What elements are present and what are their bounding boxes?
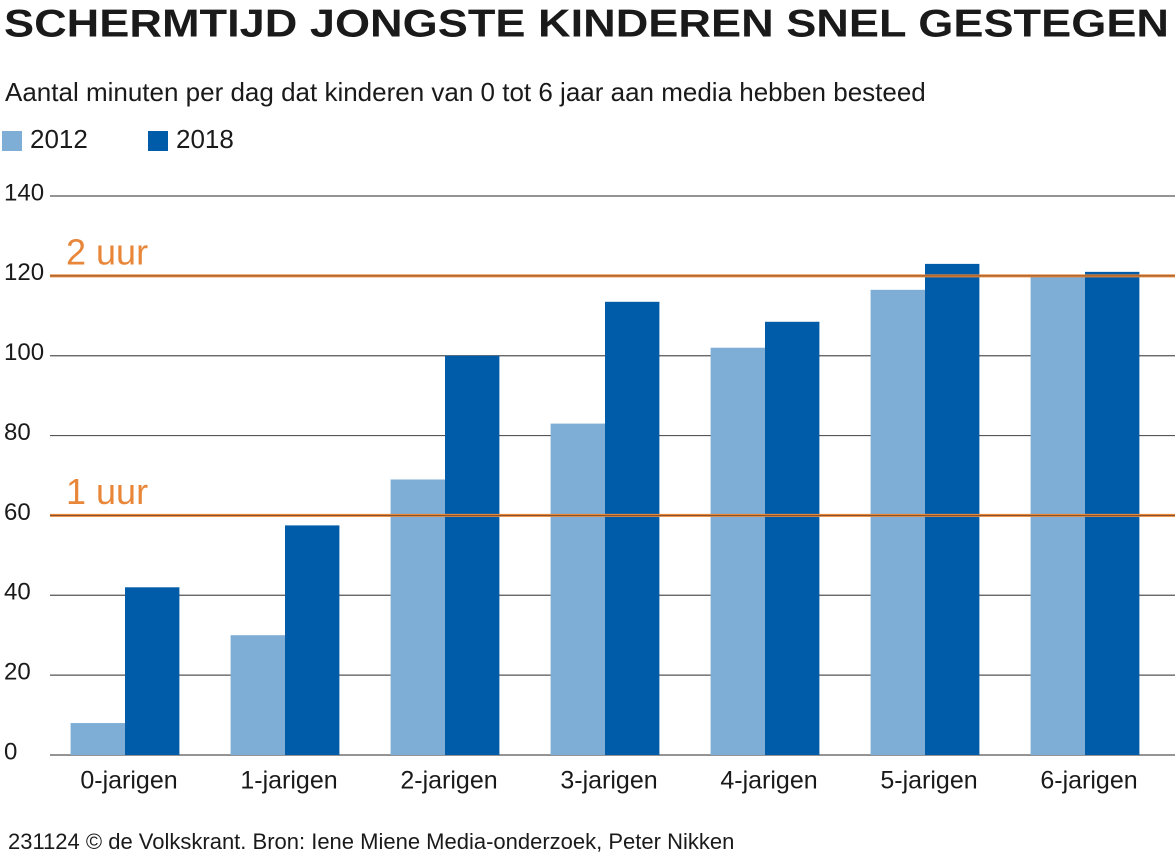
legend-label: 2012 [30, 124, 88, 154]
legend-swatch [2, 131, 22, 151]
x-tick-label: 3-jarigen [560, 767, 657, 795]
x-tick-label: 4-jarigen [720, 767, 817, 795]
bar [1085, 271, 1140, 755]
legend-label: 2018 [176, 124, 234, 154]
y-tick-label: 0 [4, 738, 17, 765]
chart-subtitle: Aantal minuten per dag dat kinderen van … [5, 77, 926, 107]
bar [605, 301, 660, 755]
y-tick-label: 60 [4, 499, 31, 526]
y-tick-label: 140 [4, 179, 44, 206]
x-tick-label: 5-jarigen [880, 767, 977, 795]
y-tick-label: 40 [4, 579, 31, 606]
bar [230, 635, 285, 755]
bar [445, 355, 500, 755]
bar [125, 587, 180, 755]
y-tick-label: 20 [4, 658, 31, 685]
chart-title: SCHERMTIJD JONGSTE KINDEREN SNEL GESTEGE… [4, 2, 1169, 45]
reference-label: 2 uur [66, 231, 148, 272]
reference-label: 1 uur [66, 471, 148, 512]
bar [765, 321, 820, 755]
bar [550, 423, 605, 755]
bar [710, 347, 765, 755]
legend-swatch [148, 131, 168, 151]
bar [390, 479, 445, 755]
x-tick-label: 2-jarigen [400, 767, 497, 795]
x-tick-label: 1-jarigen [240, 767, 337, 795]
x-tick-label: 0-jarigen [80, 767, 177, 795]
y-tick-label: 120 [4, 259, 44, 286]
bar [925, 263, 980, 755]
bar [70, 723, 125, 755]
bar [870, 289, 925, 755]
source-note: 231124 © de Volkskrant. Bron: Iene Miene… [8, 829, 734, 854]
bar [285, 525, 340, 755]
y-tick-label: 100 [4, 339, 44, 366]
x-tick-label: 6-jarigen [1040, 767, 1137, 795]
y-tick-label: 80 [4, 419, 31, 446]
